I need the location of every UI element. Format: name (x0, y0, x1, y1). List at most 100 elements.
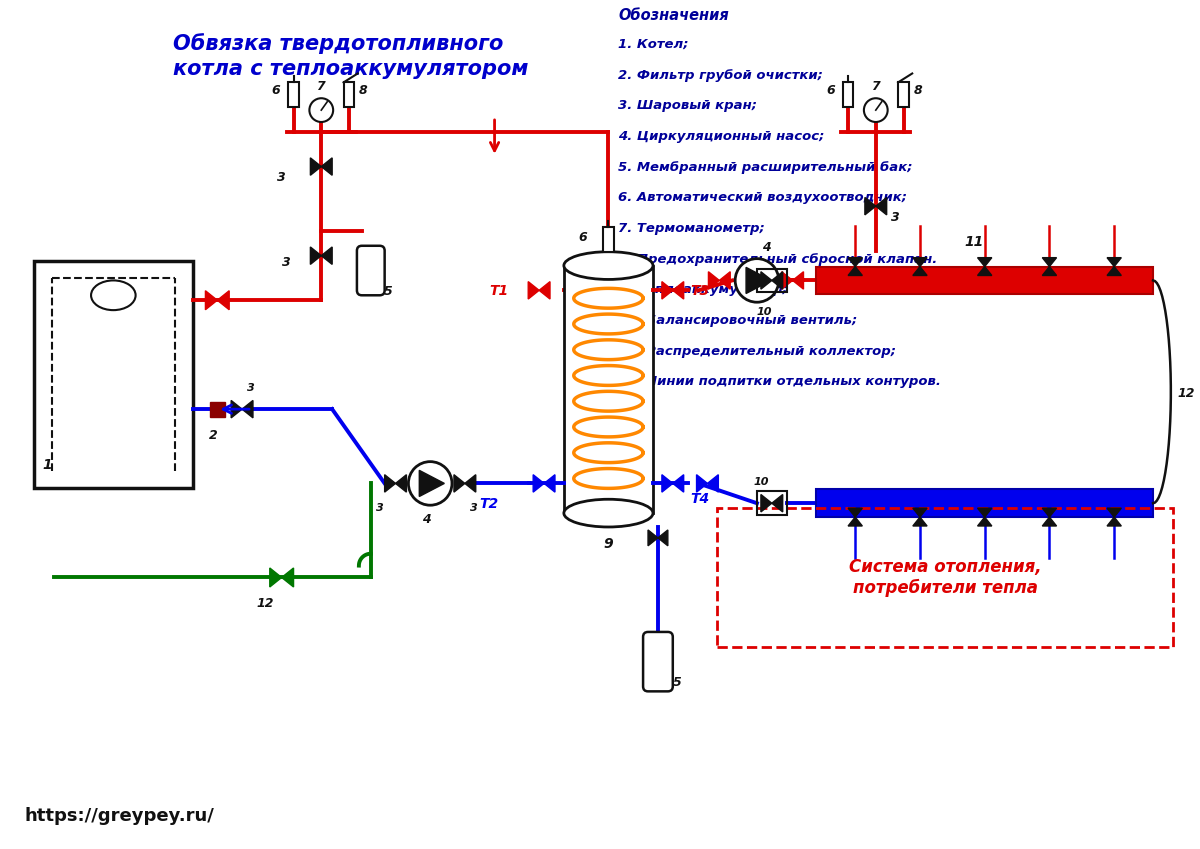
Polygon shape (746, 267, 772, 294)
Text: 7: 7 (317, 81, 325, 93)
Bar (816, 489, 1153, 517)
Polygon shape (848, 257, 863, 267)
Text: T3: T3 (691, 284, 709, 298)
Text: 4. Циркуляционный насос;: 4. Циркуляционный насос; (618, 130, 824, 143)
Text: 6: 6 (271, 84, 281, 98)
Polygon shape (978, 509, 992, 517)
Bar (343, 82, 354, 107)
Polygon shape (232, 401, 242, 418)
Polygon shape (848, 267, 863, 275)
Polygon shape (708, 272, 719, 290)
Bar (34, 261, 192, 488)
Text: T2: T2 (480, 498, 499, 511)
Bar (898, 82, 908, 107)
Polygon shape (282, 568, 294, 587)
Text: 10: 10 (757, 307, 773, 317)
Text: https://greypey.ru/: https://greypey.ru/ (24, 807, 214, 825)
Bar (718, 509, 1172, 647)
FancyBboxPatch shape (643, 632, 673, 691)
Polygon shape (1108, 267, 1121, 275)
Bar (842, 82, 853, 107)
Polygon shape (673, 475, 684, 492)
Polygon shape (761, 272, 772, 290)
Polygon shape (978, 517, 992, 526)
Text: Система отопления,
потребители тепла: Система отопления, потребители тепла (848, 558, 1042, 597)
Polygon shape (662, 475, 673, 492)
Polygon shape (1043, 257, 1056, 267)
Bar (602, 227, 614, 251)
Polygon shape (696, 475, 708, 492)
Text: 1. Котел;: 1. Котел; (618, 38, 689, 51)
Ellipse shape (564, 251, 653, 279)
Polygon shape (673, 282, 684, 299)
Polygon shape (419, 470, 444, 497)
Polygon shape (772, 272, 782, 290)
Text: T4: T4 (691, 492, 709, 506)
Polygon shape (464, 475, 475, 492)
Polygon shape (1108, 257, 1121, 267)
Circle shape (408, 462, 452, 505)
Bar (757, 492, 787, 515)
Polygon shape (978, 267, 992, 275)
Bar (816, 267, 1153, 295)
Text: 6. Автоматический воздухоотводчик;: 6. Автоматический воздухоотводчик; (618, 191, 907, 205)
Text: 11: 11 (965, 235, 984, 249)
Polygon shape (242, 401, 253, 418)
Text: 6: 6 (578, 231, 588, 244)
Polygon shape (876, 198, 887, 215)
Text: 8: 8 (913, 84, 922, 98)
Text: 10. Балансировочный вентиль;: 10. Балансировочный вентиль; (618, 314, 858, 327)
Text: 10: 10 (754, 477, 769, 487)
Polygon shape (270, 568, 282, 587)
Polygon shape (781, 272, 793, 290)
Polygon shape (848, 517, 863, 526)
Polygon shape (662, 282, 673, 299)
Circle shape (310, 98, 334, 122)
Bar (210, 402, 224, 417)
Polygon shape (793, 272, 804, 290)
Text: 2. Фильтр грубой очистки;: 2. Фильтр грубой очистки; (618, 69, 823, 82)
Text: 7. Термоманометр;: 7. Термоманометр; (618, 222, 766, 235)
Polygon shape (1108, 509, 1121, 517)
Text: 6: 6 (827, 84, 835, 98)
Polygon shape (385, 475, 396, 492)
Text: 3: 3 (282, 256, 290, 268)
Text: 2: 2 (209, 429, 218, 441)
Bar (288, 82, 299, 107)
Bar (757, 268, 787, 292)
Polygon shape (913, 257, 928, 267)
Text: T1: T1 (490, 284, 509, 298)
Text: 12. Линии подпитки отдельных контуров.: 12. Линии подпитки отдельных контуров. (618, 375, 941, 389)
Circle shape (736, 259, 779, 302)
Polygon shape (454, 475, 464, 492)
Polygon shape (1043, 509, 1056, 517)
Text: 4: 4 (762, 241, 770, 254)
Polygon shape (761, 494, 772, 512)
Ellipse shape (564, 499, 653, 527)
Polygon shape (865, 198, 876, 215)
Text: 9. Теплоаккумулятор;: 9. Теплоаккумулятор; (618, 284, 788, 296)
Polygon shape (648, 530, 658, 546)
Bar (564, 266, 653, 513)
Text: 9: 9 (604, 537, 613, 551)
Text: 7: 7 (871, 81, 880, 93)
Polygon shape (708, 475, 719, 492)
Polygon shape (658, 530, 668, 546)
Text: Обвязка твердотопливного
котла с теплоаккумулятором: Обвязка твердотопливного котла с теплоак… (173, 33, 528, 79)
Polygon shape (544, 475, 554, 492)
Polygon shape (772, 494, 782, 512)
Text: 12: 12 (1177, 387, 1195, 400)
Polygon shape (978, 257, 992, 267)
Text: 3: 3 (376, 503, 384, 513)
Polygon shape (913, 517, 928, 526)
Text: 5. Мембранный расширительный бак;: 5. Мембранный расширительный бак; (618, 160, 913, 173)
Text: 1: 1 (42, 458, 52, 471)
Polygon shape (913, 509, 928, 517)
Circle shape (864, 98, 888, 122)
Polygon shape (539, 282, 550, 299)
Text: 3: 3 (890, 211, 899, 224)
Polygon shape (913, 267, 928, 275)
Polygon shape (1043, 267, 1056, 275)
Text: 3: 3 (277, 171, 286, 184)
Polygon shape (396, 475, 407, 492)
